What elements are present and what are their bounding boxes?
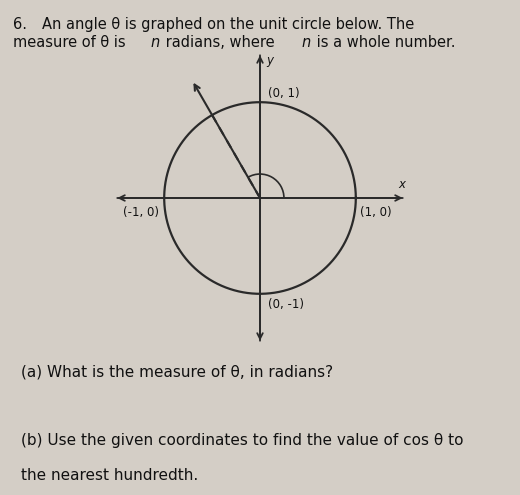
Text: is a whole number.: is a whole number. <box>312 35 456 50</box>
Text: (b) Use the given coordinates to find the value of cos θ to: (b) Use the given coordinates to find th… <box>21 433 463 447</box>
Text: n: n <box>302 35 311 50</box>
Text: x: x <box>398 178 406 191</box>
Text: An angle θ is graphed on the unit circle below. The: An angle θ is graphed on the unit circle… <box>42 17 414 32</box>
Text: radians, where: radians, where <box>161 35 279 50</box>
Text: (-1, 0): (-1, 0) <box>123 205 160 219</box>
Text: (0, 1): (0, 1) <box>268 87 300 100</box>
Text: the nearest hundredth.: the nearest hundredth. <box>21 468 198 483</box>
Text: (0, -1): (0, -1) <box>268 297 304 311</box>
Text: measure of θ is: measure of θ is <box>13 35 130 50</box>
Text: n: n <box>151 35 160 50</box>
Text: (1, 0): (1, 0) <box>360 205 391 219</box>
Text: 6.: 6. <box>13 17 27 32</box>
Text: (a) What is the measure of θ, in radians?: (a) What is the measure of θ, in radians… <box>21 364 333 379</box>
Text: y: y <box>267 54 274 67</box>
